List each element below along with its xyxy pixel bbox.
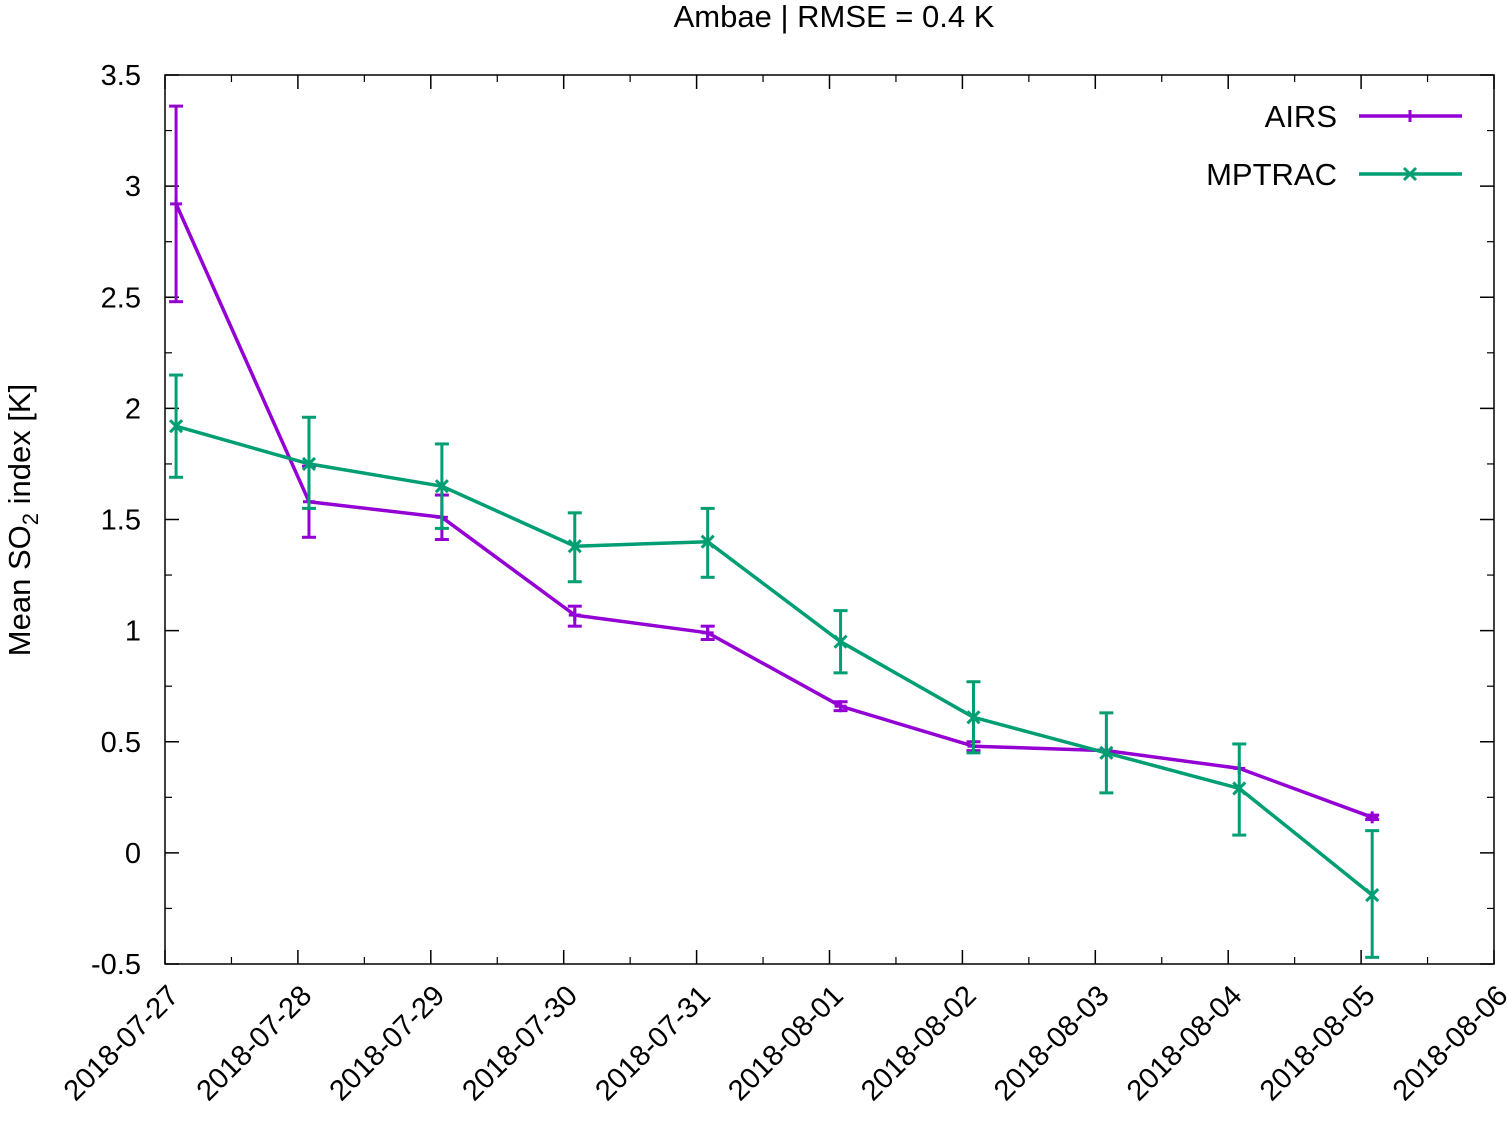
x-tick-label: 2018-08-01	[722, 980, 850, 1108]
mptrac-point	[966, 710, 981, 725]
x-tick-label: 2018-08-05	[1254, 980, 1382, 1108]
series-airs	[169, 104, 1380, 824]
legend-marker-mptrac	[1402, 166, 1418, 182]
series-layer	[169, 104, 1380, 959]
x-tick-label: 2018-08-03	[988, 980, 1116, 1108]
y-tick-label: 1	[125, 616, 141, 648]
x-tick-label: 2018-08-04	[1121, 980, 1249, 1108]
x-tick-label: 2018-07-30	[457, 980, 585, 1108]
legend-label-mptrac: MPTRAC	[1206, 157, 1337, 192]
mptrac-point	[833, 634, 848, 649]
y-tick-label: -0.5	[91, 949, 141, 981]
series-mptrac	[169, 373, 1380, 959]
legend: AIRS MPTRAC	[1206, 99, 1462, 192]
y-tick-label: 0.5	[101, 727, 141, 759]
mptrac-point	[434, 479, 449, 494]
y-axis-label: Mean SO2 index [K]	[2, 384, 43, 656]
mptrac-point	[1232, 781, 1247, 796]
y-tick-label: 2.5	[101, 282, 141, 314]
mptrac-point	[169, 419, 184, 434]
mptrac-point	[700, 534, 715, 549]
x-tick-label: 2018-07-27	[58, 980, 186, 1108]
y-tick-label: 2	[125, 393, 141, 425]
y-axis-label-suffix: index [K]	[2, 384, 37, 513]
x-tick-label: 2018-08-02	[855, 980, 983, 1108]
y-tick-label: 1.5	[101, 505, 141, 537]
chart-title: Ambae | RMSE = 0.4 K	[674, 0, 995, 34]
mptrac-point	[1365, 888, 1380, 903]
axes: -0.5 0 0.5 1 1.5 2 2.5 3 3.5 2018-07-27 2018-07-28…	[58, 60, 1507, 1107]
legend-label-airs: AIRS	[1265, 99, 1337, 134]
x-tick-label: 2018-07-28	[191, 980, 319, 1108]
mptrac-line	[175, 424, 1374, 897]
y-axis-label-subscript: 2	[18, 513, 43, 525]
x-tick-label: 2018-07-29	[324, 980, 452, 1108]
mptrac-point	[301, 456, 317, 471]
y-axis-label-prefix: Mean SO	[2, 525, 37, 656]
mptrac-point	[567, 539, 582, 554]
x-tick-label: 2018-07-31	[589, 980, 717, 1108]
y-tick-label: 3	[125, 171, 141, 203]
airs-line	[174, 203, 1373, 819]
x-tick-label: 2018-08-06	[1387, 980, 1507, 1108]
mptrac-point	[1099, 745, 1114, 760]
y-tick-label: 0	[125, 838, 141, 870]
y-tick-label: 3.5	[101, 60, 141, 92]
